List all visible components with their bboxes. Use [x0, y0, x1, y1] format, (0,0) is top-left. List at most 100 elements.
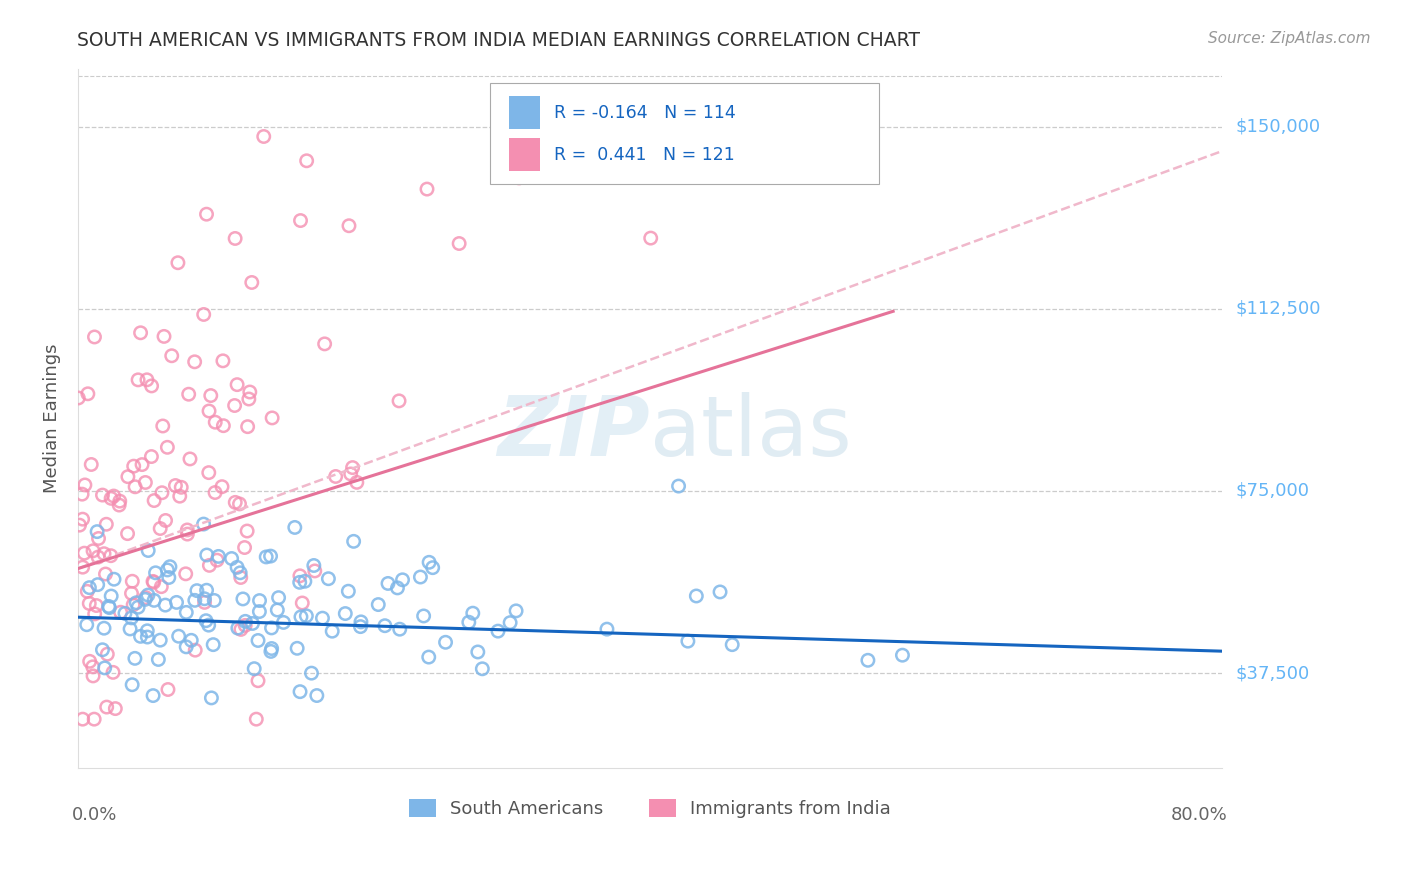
- Point: [94, 567, 117, 582]
- Point: [98, 600, 121, 615]
- Point: [150, 485, 173, 500]
- Point: [267, 591, 290, 605]
- Point: [86, 577, 108, 591]
- Point: [96, 517, 118, 532]
- Point: [295, 608, 318, 623]
- Point: [77, 597, 100, 611]
- Point: [457, 615, 479, 630]
- Point: [226, 560, 249, 574]
- Point: [266, 603, 288, 617]
- Point: [449, 236, 471, 251]
- Point: [120, 622, 142, 636]
- Point: [195, 583, 218, 598]
- Point: [418, 555, 440, 569]
- Point: [82, 543, 104, 558]
- Point: [142, 689, 165, 703]
- Point: [176, 523, 198, 537]
- Point: [193, 591, 215, 606]
- Point: [221, 551, 243, 566]
- Point: [197, 618, 219, 632]
- Point: [193, 308, 215, 322]
- Point: [245, 712, 267, 726]
- Point: [179, 452, 201, 467]
- Point: [235, 615, 257, 629]
- Point: [486, 624, 509, 639]
- Point: [374, 618, 396, 632]
- Point: [70, 487, 93, 501]
- Point: [122, 459, 145, 474]
- Point: [212, 418, 235, 433]
- Point: [87, 532, 110, 546]
- Text: $75,000: $75,000: [1236, 482, 1310, 500]
- Point: [129, 629, 152, 643]
- Point: [136, 630, 159, 644]
- Text: 0.0%: 0.0%: [72, 806, 118, 824]
- Point: [640, 231, 662, 245]
- Point: [238, 392, 260, 406]
- Point: [167, 629, 190, 643]
- Point: [197, 466, 219, 480]
- Point: [211, 480, 233, 494]
- Point: [388, 393, 411, 408]
- Point: [114, 607, 136, 621]
- Point: [229, 566, 252, 580]
- Point: [83, 330, 105, 344]
- Point: [125, 596, 148, 610]
- Y-axis label: Median Earnings: Median Earnings: [44, 343, 60, 493]
- Point: [200, 388, 222, 402]
- Point: [91, 642, 114, 657]
- Text: R =  0.441   N = 121: R = 0.441 N = 121: [554, 145, 734, 163]
- Point: [67, 391, 90, 405]
- Point: [167, 256, 190, 270]
- Point: [291, 596, 314, 610]
- Point: [149, 521, 172, 535]
- Point: [69, 518, 91, 533]
- Text: ZIP: ZIP: [498, 392, 650, 473]
- Point: [229, 623, 252, 637]
- Point: [284, 520, 307, 534]
- Point: [290, 610, 312, 624]
- Point: [156, 440, 179, 454]
- Point: [301, 666, 323, 681]
- Point: [134, 475, 156, 490]
- Point: [156, 682, 179, 697]
- Point: [226, 377, 249, 392]
- Point: [202, 593, 225, 607]
- Point: [91, 488, 114, 502]
- Point: [416, 182, 439, 196]
- Point: [434, 635, 457, 649]
- Point: [170, 480, 193, 494]
- Point: [129, 326, 152, 340]
- Point: [76, 617, 98, 632]
- Point: [87, 550, 110, 565]
- Point: [212, 354, 235, 368]
- Point: [82, 660, 104, 674]
- Point: [200, 690, 222, 705]
- Point: [260, 644, 283, 658]
- Point: [186, 583, 208, 598]
- Point: [387, 581, 409, 595]
- Point: [259, 549, 281, 563]
- Point: [86, 524, 108, 539]
- Point: [174, 606, 197, 620]
- Point: [349, 619, 371, 633]
- Point: [242, 616, 264, 631]
- Point: [100, 549, 122, 563]
- Point: [100, 491, 122, 506]
- Text: $112,500: $112,500: [1236, 300, 1322, 318]
- Point: [337, 584, 360, 599]
- Point: [184, 593, 207, 607]
- Point: [193, 595, 215, 609]
- Point: [183, 355, 205, 369]
- Point: [243, 662, 266, 676]
- Point: [285, 641, 308, 656]
- Point: [311, 611, 333, 625]
- Text: R = -0.164   N = 114: R = -0.164 N = 114: [554, 103, 735, 121]
- Point: [253, 129, 276, 144]
- Point: [103, 489, 125, 503]
- FancyBboxPatch shape: [509, 137, 540, 171]
- Point: [288, 575, 311, 590]
- Point: [207, 549, 229, 564]
- Point: [73, 546, 96, 560]
- Text: SOUTH AMERICAN VS IMMIGRANTS FROM INDIA MEDIAN EARNINGS CORRELATION CHART: SOUTH AMERICAN VS IMMIGRANTS FROM INDIA …: [77, 31, 921, 50]
